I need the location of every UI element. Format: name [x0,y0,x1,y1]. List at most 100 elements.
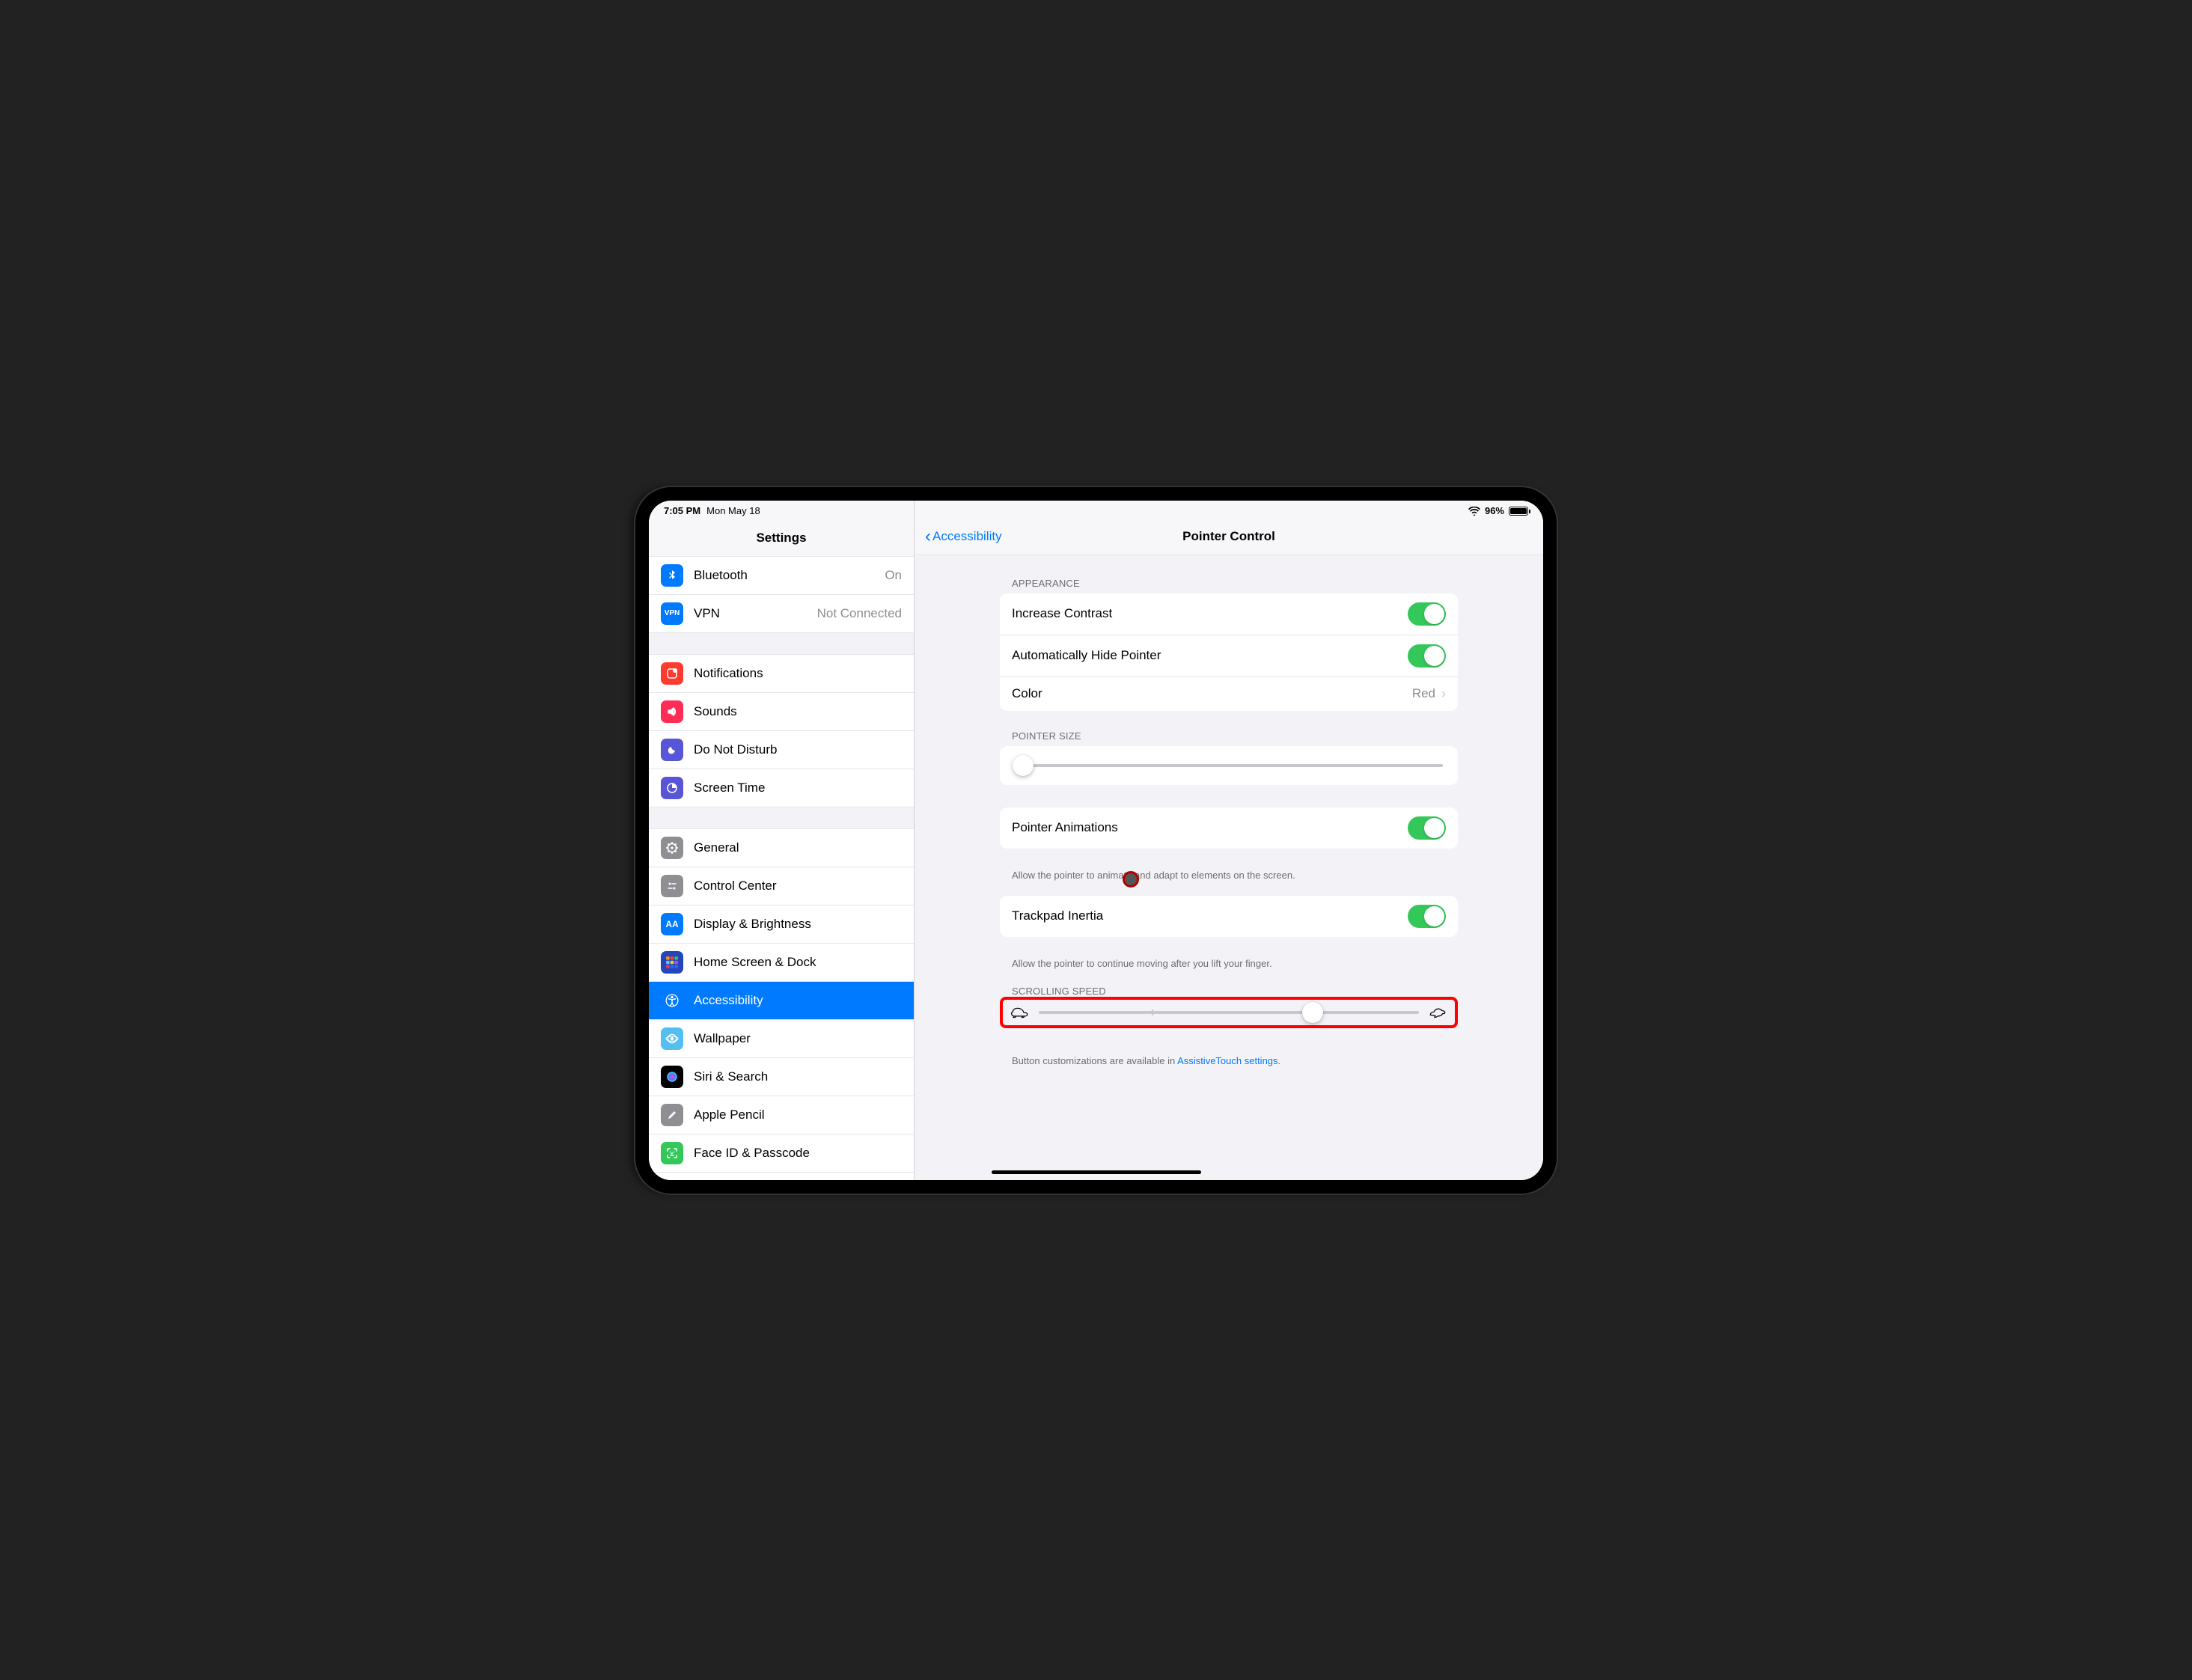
general-icon [661,837,683,859]
sidebar-item-face-id-passcode[interactable]: Face ID & Passcode [649,1134,914,1173]
annotation-cursor-dot [1123,871,1139,888]
pointer-size-group [1000,746,1458,785]
settings-sidebar: Settings BluetoothOnVPNVPNNot ConnectedN… [649,501,915,1180]
sidebar-item-label: Wallpaper [694,1031,902,1046]
animations-group: Pointer Animations [1000,807,1458,849]
status-date: Mon May 18 [706,505,760,516]
sidebar-item-label: Bluetooth [694,568,874,583]
auto-hide-label: Automatically Hide Pointer [1012,648,1161,663]
sidebar-item-home-screen-dock[interactable]: Home Screen & Dock [649,944,914,982]
faceid-icon [661,1142,683,1164]
sidebar-item-screen-time[interactable]: Screen Time [649,769,914,807]
sidebar-item-sounds[interactable]: Sounds [649,693,914,731]
detail-pane: ‹ Accessibility Pointer Control APPEARAN… [915,501,1543,1180]
assistivetouch-link[interactable]: AssistiveTouch settings [1177,1055,1277,1066]
sidebar-item-label: Screen Time [694,781,902,795]
screen: 7:05 PM Mon May 18 96% Settings Bluetoot… [649,501,1543,1180]
sidebar-item-label: Apple Pencil [694,1108,902,1122]
sidebar-item-apple-pencil[interactable]: Apple Pencil [649,1096,914,1134]
sidebar-item-label: Sounds [694,704,902,719]
pointer-animations-cell[interactable]: Pointer Animations [1000,807,1458,849]
pencil-icon [661,1104,683,1126]
sidebar-item-label: Do Not Disturb [694,742,902,757]
trackpad-inertia-cell[interactable]: Trackpad Inertia [1000,896,1458,937]
vpn-icon: VPN [661,602,683,625]
trackpad-inertia-label: Trackpad Inertia [1012,908,1103,923]
pointer-color-cell[interactable]: Color Red › [1000,677,1458,711]
pointer-size-slider[interactable] [1015,764,1443,767]
dnd-icon [661,739,683,761]
sidebar-item-siri-search[interactable]: Siri & Search [649,1058,914,1096]
sidebar-item-label: VPN [694,606,807,621]
notifications-icon [661,662,683,685]
wallpaper-icon [661,1027,683,1050]
wifi-icon [1468,507,1480,516]
sidebar-item-value: On [885,568,902,583]
controlcenter-icon [661,875,683,897]
sidebar-item-value: Not Connected [817,606,902,621]
accessibility-icon [661,989,683,1012]
status-battery-pct: 96% [1485,505,1504,516]
battery-icon [1509,507,1528,516]
sounds-icon [661,700,683,723]
pointer-animations-label: Pointer Animations [1012,820,1118,835]
scrolling-speed-highlight [1000,997,1458,1028]
increase-contrast-cell[interactable]: Increase Contrast [1000,593,1458,635]
sidebar-item-bluetooth[interactable]: Bluetooth On [649,557,914,595]
assistivetouch-footer: Button customizations are available in A… [1000,1049,1458,1068]
auto-hide-cell[interactable]: Automatically Hide Pointer [1000,635,1458,677]
scrolling-speed-thumb[interactable] [1302,1002,1323,1023]
ipad-frame: 7:05 PM Mon May 18 96% Settings Bluetoot… [635,487,1557,1194]
hare-icon [1428,1006,1447,1019]
sidebar-item-vpn[interactable]: VPN VPN Not Connected [649,595,914,633]
status-time: 7:05 PM [664,505,700,516]
increase-contrast-toggle[interactable] [1408,602,1446,626]
sidebar-item-display-brightness[interactable]: AA Display & Brightness [649,905,914,944]
sidebar-item-notifications[interactable]: Notifications [649,654,914,693]
inertia-footer: Allow the pointer to continue moving aft… [1000,952,1458,971]
homescreen-icon [661,951,683,974]
sidebar-item-label: Face ID & Passcode [694,1146,902,1161]
sidebar-item-accessibility[interactable]: Accessibility [649,982,914,1020]
sidebar-item-wallpaper[interactable]: Wallpaper [649,1020,914,1058]
pointer-size-slider-cell[interactable] [1000,746,1458,785]
sidebar-item-battery[interactable]: Battery [649,1173,914,1180]
sidebar-item-label: Control Center [694,879,902,894]
sidebar-item-label: General [694,840,902,855]
detail-scroll[interactable]: APPEARANCE Increase Contrast Automatical… [915,555,1543,1180]
footer-prefix: Button customizations are available in [1012,1055,1177,1066]
increase-contrast-label: Increase Contrast [1012,606,1112,621]
scrolling-speed-slider[interactable] [1039,1011,1419,1014]
auto-hide-toggle[interactable] [1408,644,1446,668]
trackpad-inertia-toggle[interactable] [1408,905,1446,928]
siri-icon [661,1066,683,1088]
color-label: Color [1012,686,1042,701]
sidebar-item-label: Siri & Search [694,1069,902,1084]
chevron-left-icon: ‹ [925,528,931,546]
sidebar-item-control-center[interactable]: Control Center [649,867,914,905]
back-label: Accessibility [932,529,1002,544]
sidebar-item-label: Display & Brightness [694,917,902,932]
status-bar: 7:05 PM Mon May 18 96% [649,501,1543,519]
chevron-right-icon: › [1441,686,1446,702]
display-icon: AA [661,913,683,935]
tortoise-icon [1010,1006,1030,1019]
sidebar-item-general[interactable]: General [649,828,914,867]
color-value: Red [1412,686,1435,701]
pointer-size-thumb[interactable] [1013,755,1034,776]
sidebar-item-label: Accessibility [694,993,902,1008]
inertia-group: Trackpad Inertia [1000,896,1458,937]
section-header-appearance: APPEARANCE [1000,573,1458,593]
sidebar-item-do-not-disturb[interactable]: Do Not Disturb [649,731,914,769]
bluetooth-icon [661,564,683,587]
animations-footer: Allow the pointer to animate and adapt t… [1000,864,1458,882]
home-indicator[interactable] [992,1170,1201,1174]
back-button[interactable]: ‹ Accessibility [925,528,1002,546]
section-header-pointer-size: POINTER SIZE [1000,726,1458,746]
scrolling-speed-slider-row[interactable] [1010,1006,1447,1019]
sidebar-item-label: Notifications [694,666,902,681]
scrolling-tick [1152,1009,1153,1015]
sidebar-item-label: Home Screen & Dock [694,955,902,970]
pointer-animations-toggle[interactable] [1408,816,1446,840]
appearance-group: Increase Contrast Automatically Hide Poi… [1000,593,1458,711]
